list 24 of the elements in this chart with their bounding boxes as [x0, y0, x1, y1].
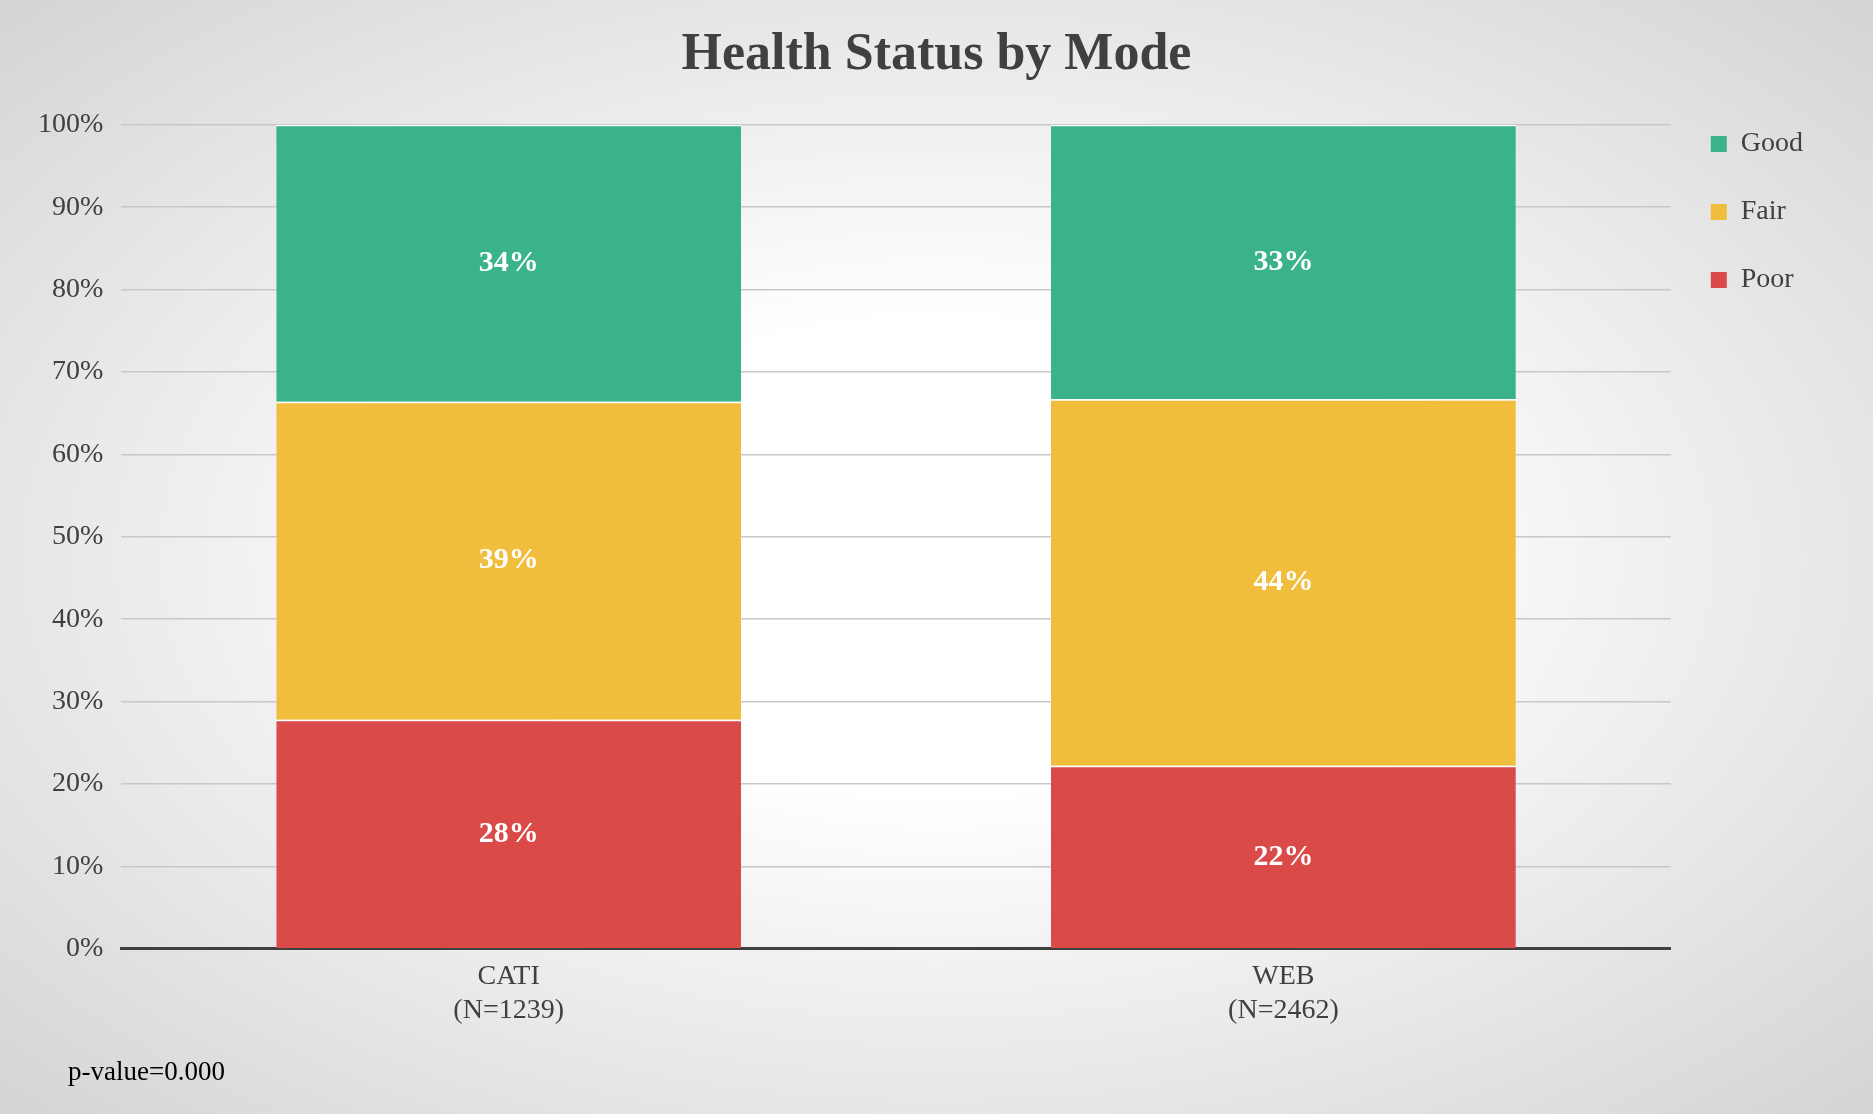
- text: p-value=0.000: [68, 1056, 225, 1087]
- x-tick-label: CATI (N=1239): [453, 958, 565, 1024]
- y-tick-label: 80%: [52, 271, 104, 303]
- y-tick-label: 20%: [52, 766, 104, 798]
- y-tick-label: 100%: [38, 107, 104, 139]
- y-tick-label: 90%: [52, 189, 104, 221]
- y-tick-label: 70%: [52, 354, 104, 386]
- legend-label: Fair: [1740, 194, 1787, 226]
- y-tick-label: 50%: [52, 519, 104, 551]
- y-tick-label: 40%: [52, 601, 104, 633]
- y-tick-label: 0%: [66, 931, 104, 963]
- legend-label: Poor: [1740, 262, 1795, 294]
- data-label: 39%: [478, 541, 539, 575]
- y-tick-label: 10%: [52, 848, 104, 880]
- data-label: 28%: [478, 814, 539, 848]
- y-tick-label: 30%: [52, 683, 104, 715]
- data-label: 33%: [1253, 242, 1314, 276]
- data-label: 22%: [1253, 837, 1314, 871]
- chart-title: Health Status by Mode: [680, 22, 1193, 81]
- data-label: 44%: [1253, 563, 1314, 597]
- legend-label: Good: [1740, 126, 1804, 158]
- data-label: 34%: [478, 243, 539, 277]
- y-tick-label: 60%: [52, 436, 104, 468]
- x-tick-label: WEB (N=2462): [1228, 958, 1339, 1024]
